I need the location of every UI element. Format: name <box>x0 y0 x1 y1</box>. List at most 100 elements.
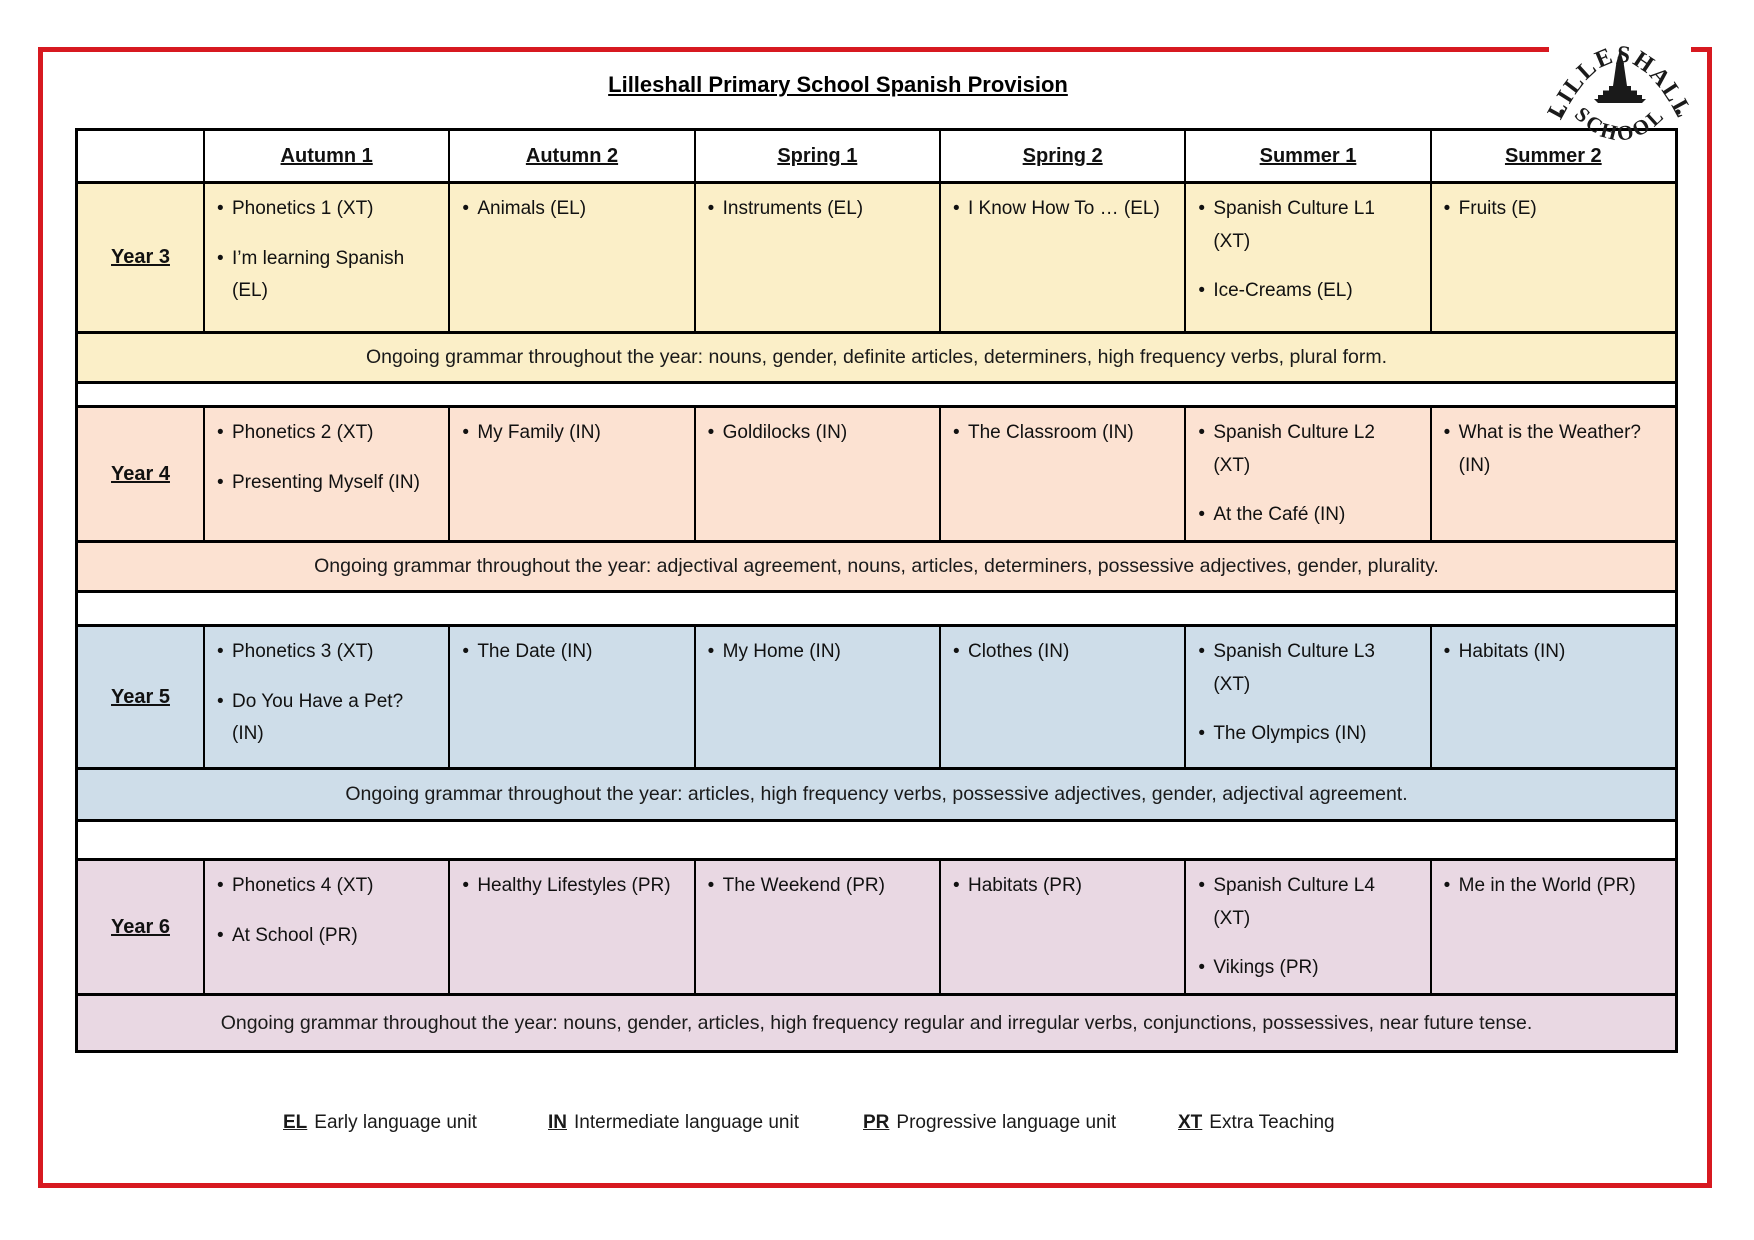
school-logo: LILLESHALL SCHOOL <box>1543 28 1695 146</box>
year6-grammar-row: Ongoing grammar throughout the year: nou… <box>78 993 1675 1051</box>
unit-item: My Family (IN) <box>460 417 679 450</box>
page-title: Lilleshall Primary School Spanish Provis… <box>608 72 1068 97</box>
unit-item: The Weekend (PR) <box>706 870 925 903</box>
svg-text:SCHOOL: SCHOOL <box>1570 102 1670 146</box>
unit-item: Phonetics 1 (XT) <box>215 193 434 226</box>
unit-cell: The Classroom (IN) <box>938 408 1185 541</box>
lilleshall-school-crest-icon: LILLESHALL SCHOOL <box>1543 41 1695 146</box>
logo-bottom-text: SCHOOL <box>1570 102 1667 146</box>
unit-item: Habitats (IN) <box>1442 636 1661 669</box>
unit-item: My Home (IN) <box>706 636 925 669</box>
unit-cell: Habitats (IN) <box>1429 627 1675 768</box>
unit-item: What is the Weather? (IN) <box>1442 417 1661 482</box>
unit-item: Spanish Culture L1 (XT) <box>1196 193 1415 258</box>
unit-cell: Phonetics 2 (XT) Presenting Myself (IN) <box>203 408 449 541</box>
year3-label: Year 3 <box>78 184 203 331</box>
unit-cell: What is the Weather? (IN) <box>1429 408 1675 541</box>
unit-cell: Me in the World (PR) <box>1429 861 1675 994</box>
legend-abbr: EL <box>283 1112 308 1133</box>
unit-item: Me in the World (PR) <box>1442 870 1661 903</box>
unit-item: Vikings (PR) <box>1196 952 1415 985</box>
header-autumn-1: Autumn 1 <box>203 131 448 181</box>
unit-cell: Healthy Lifestyles (PR) <box>448 861 694 994</box>
header-summer-1: Summer 1 <box>1184 131 1429 181</box>
unit-cell: Phonetics 3 (XT) Do You Have a Pet? (IN) <box>203 627 449 768</box>
table-spacer-row <box>78 590 1675 625</box>
unit-item: Animals (EL) <box>460 193 679 226</box>
table-spacer-row <box>78 819 1675 859</box>
legend-text: Intermediate language unit <box>574 1112 799 1133</box>
unit-item: Fruits (E) <box>1442 193 1661 226</box>
unit-item: Phonetics 4 (XT) <box>215 870 434 903</box>
unit-item: I’m learning Spanish (EL) <box>215 243 434 308</box>
legend-item-xt: XT Extra Teaching <box>1178 1112 1335 1134</box>
unit-cell: Instruments (EL) <box>693 184 939 331</box>
unit-cell: Animals (EL) <box>448 184 694 331</box>
unit-cell: My Family (IN) <box>448 408 694 541</box>
unit-cell: Phonetics 4 (XT) At School (PR) <box>203 861 449 994</box>
legend-text: Extra Teaching <box>1209 1112 1335 1133</box>
corner-cell <box>78 131 203 181</box>
year5-row: Year 5 Phonetics 3 (XT) Do You Have a Pe… <box>78 624 1675 768</box>
unit-cell: Fruits (E) <box>1429 184 1675 331</box>
header-summer-2: Summer 2 <box>1429 131 1675 181</box>
unit-cell: Spanish Culture L2 (XT) At the Café (IN) <box>1184 408 1430 541</box>
year3-row: Year 3 Phonetics 1 (XT) I’m learning Spa… <box>78 181 1675 331</box>
unit-item: Habitats (PR) <box>951 870 1170 903</box>
unit-cell: My Home (IN) <box>693 627 939 768</box>
header-spring-2: Spring 2 <box>938 131 1184 181</box>
unit-item: Instruments (EL) <box>706 193 925 226</box>
unit-item: The Date (IN) <box>460 636 679 669</box>
unit-item: Spanish Culture L4 (XT) <box>1196 870 1415 935</box>
year5-label: Year 5 <box>78 627 203 768</box>
term-header-row: Autumn 1 Autumn 2 Spring 1 Spring 2 Summ… <box>78 131 1675 181</box>
header-spring-1: Spring 1 <box>693 131 939 181</box>
unit-item: Phonetics 3 (XT) <box>215 636 434 669</box>
unit-item: I Know How To … (EL) <box>951 193 1170 226</box>
header-autumn-2: Autumn 2 <box>448 131 693 181</box>
legend-abbr: PR <box>863 1112 890 1133</box>
year6-row: Year 6 Phonetics 4 (XT) At School (PR) H… <box>78 858 1675 994</box>
unit-item: Ice-Creams (EL) <box>1196 275 1415 308</box>
unit-cell: Habitats (PR) <box>938 861 1185 994</box>
legend-item-in: IN Intermediate language unit <box>548 1112 799 1134</box>
unit-item: Healthy Lifestyles (PR) <box>460 870 679 903</box>
unit-cell: Spanish Culture L3 (XT) The Olympics (IN… <box>1184 627 1430 768</box>
unit-item: The Olympics (IN) <box>1196 718 1415 751</box>
legend-text: Progressive language unit <box>896 1112 1117 1133</box>
unit-item: Goldilocks (IN) <box>706 417 925 450</box>
year5-grammar-row: Ongoing grammar throughout the year: art… <box>78 767 1675 820</box>
unit-cell: Phonetics 1 (XT) I’m learning Spanish (E… <box>203 184 449 331</box>
legend-text: Early language unit <box>314 1112 477 1133</box>
unit-item: At School (PR) <box>215 920 434 953</box>
unit-item: Spanish Culture L2 (XT) <box>1196 417 1415 482</box>
year4-grammar-row: Ongoing grammar throughout the year: adj… <box>78 540 1675 591</box>
unit-item: Phonetics 2 (XT) <box>215 417 434 450</box>
year4-label: Year 4 <box>78 408 203 541</box>
legend-item-el: EL Early language unit <box>283 1112 477 1134</box>
year4-row: Year 4 Phonetics 2 (XT) Presenting Mysel… <box>78 405 1675 541</box>
legend-item-pr: PR Progressive language unit <box>863 1112 1116 1134</box>
unit-item: Presenting Myself (IN) <box>215 467 434 500</box>
year6-label: Year 6 <box>78 861 203 994</box>
unit-cell: Spanish Culture L4 (XT) Vikings (PR) <box>1184 861 1430 994</box>
legend-abbr: XT <box>1178 1112 1203 1133</box>
unit-cell: Clothes (IN) <box>938 627 1185 768</box>
red-page-border <box>38 47 1712 1188</box>
legend-abbr: IN <box>548 1112 567 1133</box>
unit-item: Clothes (IN) <box>951 636 1170 669</box>
unit-cell: Goldilocks (IN) <box>693 408 939 541</box>
unit-cell: Spanish Culture L1 (XT) Ice-Creams (EL) <box>1184 184 1430 331</box>
unit-item: The Classroom (IN) <box>951 417 1170 450</box>
unit-cell: The Date (IN) <box>448 627 694 768</box>
table-spacer-row <box>78 381 1675 405</box>
spanish-provision-table: Autumn 1 Autumn 2 Spring 1 Spring 2 Summ… <box>75 128 1678 1054</box>
unit-cell: The Weekend (PR) <box>693 861 939 994</box>
monument-icon <box>1594 50 1646 103</box>
year3-grammar-row: Ongoing grammar throughout the year: nou… <box>78 331 1675 381</box>
unit-item: At the Café (IN) <box>1196 499 1415 532</box>
unit-item: Do You Have a Pet? (IN) <box>215 686 434 751</box>
unit-item: Spanish Culture L3 (XT) <box>1196 636 1415 701</box>
legend: EL Early language unit IN Intermediate lan… <box>0 1112 1754 1146</box>
unit-cell: I Know How To … (EL) <box>938 184 1185 331</box>
